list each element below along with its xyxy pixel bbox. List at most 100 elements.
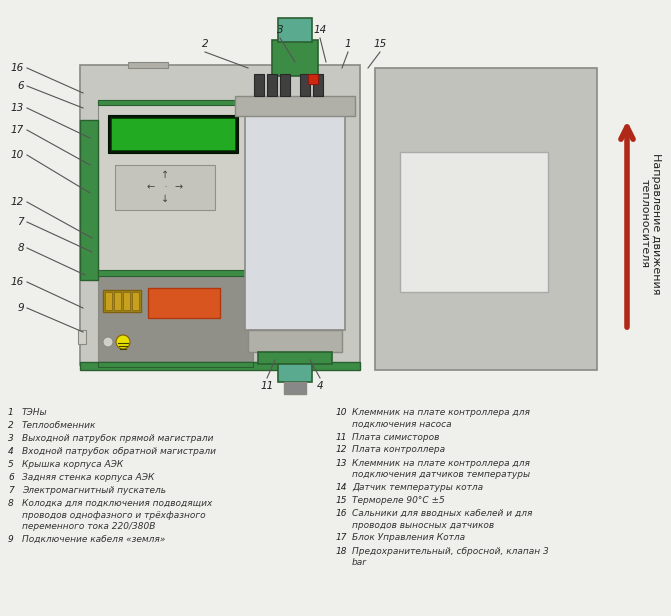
Text: Колодка для подключения подводящих: Колодка для подключения подводящих [22,499,213,508]
Bar [375,68,597,370]
Bar [111,118,235,150]
Bar [98,362,253,367]
Text: 4: 4 [8,447,13,456]
Text: 3: 3 [276,25,283,35]
Text: 7: 7 [17,217,24,227]
Bar [128,62,168,68]
Text: 4: 4 [317,381,323,391]
Text: 18: 18 [336,546,348,556]
Text: 1: 1 [8,408,13,417]
Text: 7: 7 [8,486,13,495]
Text: bar: bar [352,558,367,567]
Text: Клеммник на плате контроллера для: Клеммник на плате контроллера для [352,408,530,417]
Text: 17: 17 [336,533,348,543]
Bar [245,102,345,330]
Text: ←: ← [147,182,155,192]
Bar [114,292,121,310]
Bar [248,330,342,352]
Bar [313,74,323,96]
Text: Направление движения
теплоносителя: Направление движения теплоносителя [639,153,661,294]
Text: 10: 10 [11,150,24,160]
Bar [300,74,310,96]
Bar [80,65,360,365]
Text: 17: 17 [11,125,24,135]
Text: Термореле 90°С ±5: Термореле 90°С ±5 [352,496,445,505]
Bar [254,74,264,96]
Bar [103,290,141,312]
Text: Датчик температуры котла: Датчик температуры котла [352,483,483,492]
Text: 15: 15 [373,39,386,49]
Text: 9: 9 [17,303,24,313]
Bar [78,330,86,344]
Text: 14: 14 [313,25,327,35]
Text: Плата контроллера: Плата контроллера [352,445,445,455]
Bar [267,74,277,96]
Text: 8: 8 [8,499,13,508]
Text: 5: 5 [8,460,13,469]
Text: переменного тока 220/380В: переменного тока 220/380В [22,522,156,531]
Text: 14: 14 [336,483,348,492]
Text: Электромагнитный пускатель: Электромагнитный пускатель [22,486,166,495]
Bar [98,276,253,366]
Text: 15: 15 [336,496,348,505]
Text: 6: 6 [8,473,13,482]
Text: проводов однофазного и трёхфазного: проводов однофазного и трёхфазного [22,511,205,519]
Bar [98,270,253,276]
Bar [123,292,130,310]
Text: Задняя стенка корпуса АЭК: Задняя стенка корпуса АЭК [22,473,154,482]
Text: 6: 6 [17,81,24,91]
Text: 8: 8 [17,243,24,253]
Bar [108,115,238,153]
Text: 2: 2 [202,39,208,49]
Bar [80,362,360,370]
Bar [258,352,332,364]
Bar [148,288,220,318]
Bar [115,165,215,210]
Text: 9: 9 [8,535,13,544]
Bar [400,152,548,292]
Text: Клеммник на плате контроллера для: Клеммник на плате контроллера для [352,458,530,468]
Bar [284,382,306,394]
Text: Блок Управления Котла: Блок Управления Котла [352,533,465,543]
Text: Предохранительный, сбросной, клапан 3: Предохранительный, сбросной, клапан 3 [352,546,549,556]
Bar [80,120,98,280]
Bar [278,364,312,382]
Text: Теплообменник: Теплообменник [22,421,97,430]
Bar [105,292,112,310]
Text: подключения насоса: подключения насоса [352,419,452,429]
Text: 1: 1 [345,39,352,49]
Text: Подключение кабеля «земля»: Подключение кабеля «земля» [22,535,165,544]
Text: ТЭНы: ТЭНы [22,408,48,417]
Text: 10: 10 [336,408,348,417]
Text: 16: 16 [11,63,24,73]
Text: ↓: ↓ [161,194,169,204]
Text: Выходной патрубок прямой магистрали: Выходной патрубок прямой магистрали [22,434,213,443]
Text: Сальники для вводных кабелей и для: Сальники для вводных кабелей и для [352,509,532,518]
Text: Входной патрубок обратной магистрали: Входной патрубок обратной магистрали [22,447,216,456]
Text: 13: 13 [336,458,348,468]
Bar [308,74,318,84]
Bar [98,100,253,275]
Text: Плата симисторов: Плата симисторов [352,432,440,442]
Text: 12: 12 [11,197,24,207]
Text: 12: 12 [336,445,348,455]
Text: →: → [175,182,183,192]
Text: 16: 16 [11,277,24,287]
Text: 13: 13 [11,103,24,113]
Bar [235,96,355,116]
Text: ↑: ↑ [161,170,169,180]
Text: 16: 16 [336,509,348,518]
Text: 3: 3 [8,434,13,443]
Bar [280,74,290,96]
Text: проводов выносных датчиков: проводов выносных датчиков [352,521,494,530]
Text: 11: 11 [260,381,274,391]
Circle shape [116,335,130,349]
Text: Крышка корпуса АЭК: Крышка корпуса АЭК [22,460,123,469]
Bar [132,292,139,310]
Circle shape [103,337,113,347]
Text: 2: 2 [8,421,13,430]
Text: ·: · [164,184,166,190]
Bar [98,100,253,105]
Bar [278,18,312,42]
Bar [272,40,318,76]
